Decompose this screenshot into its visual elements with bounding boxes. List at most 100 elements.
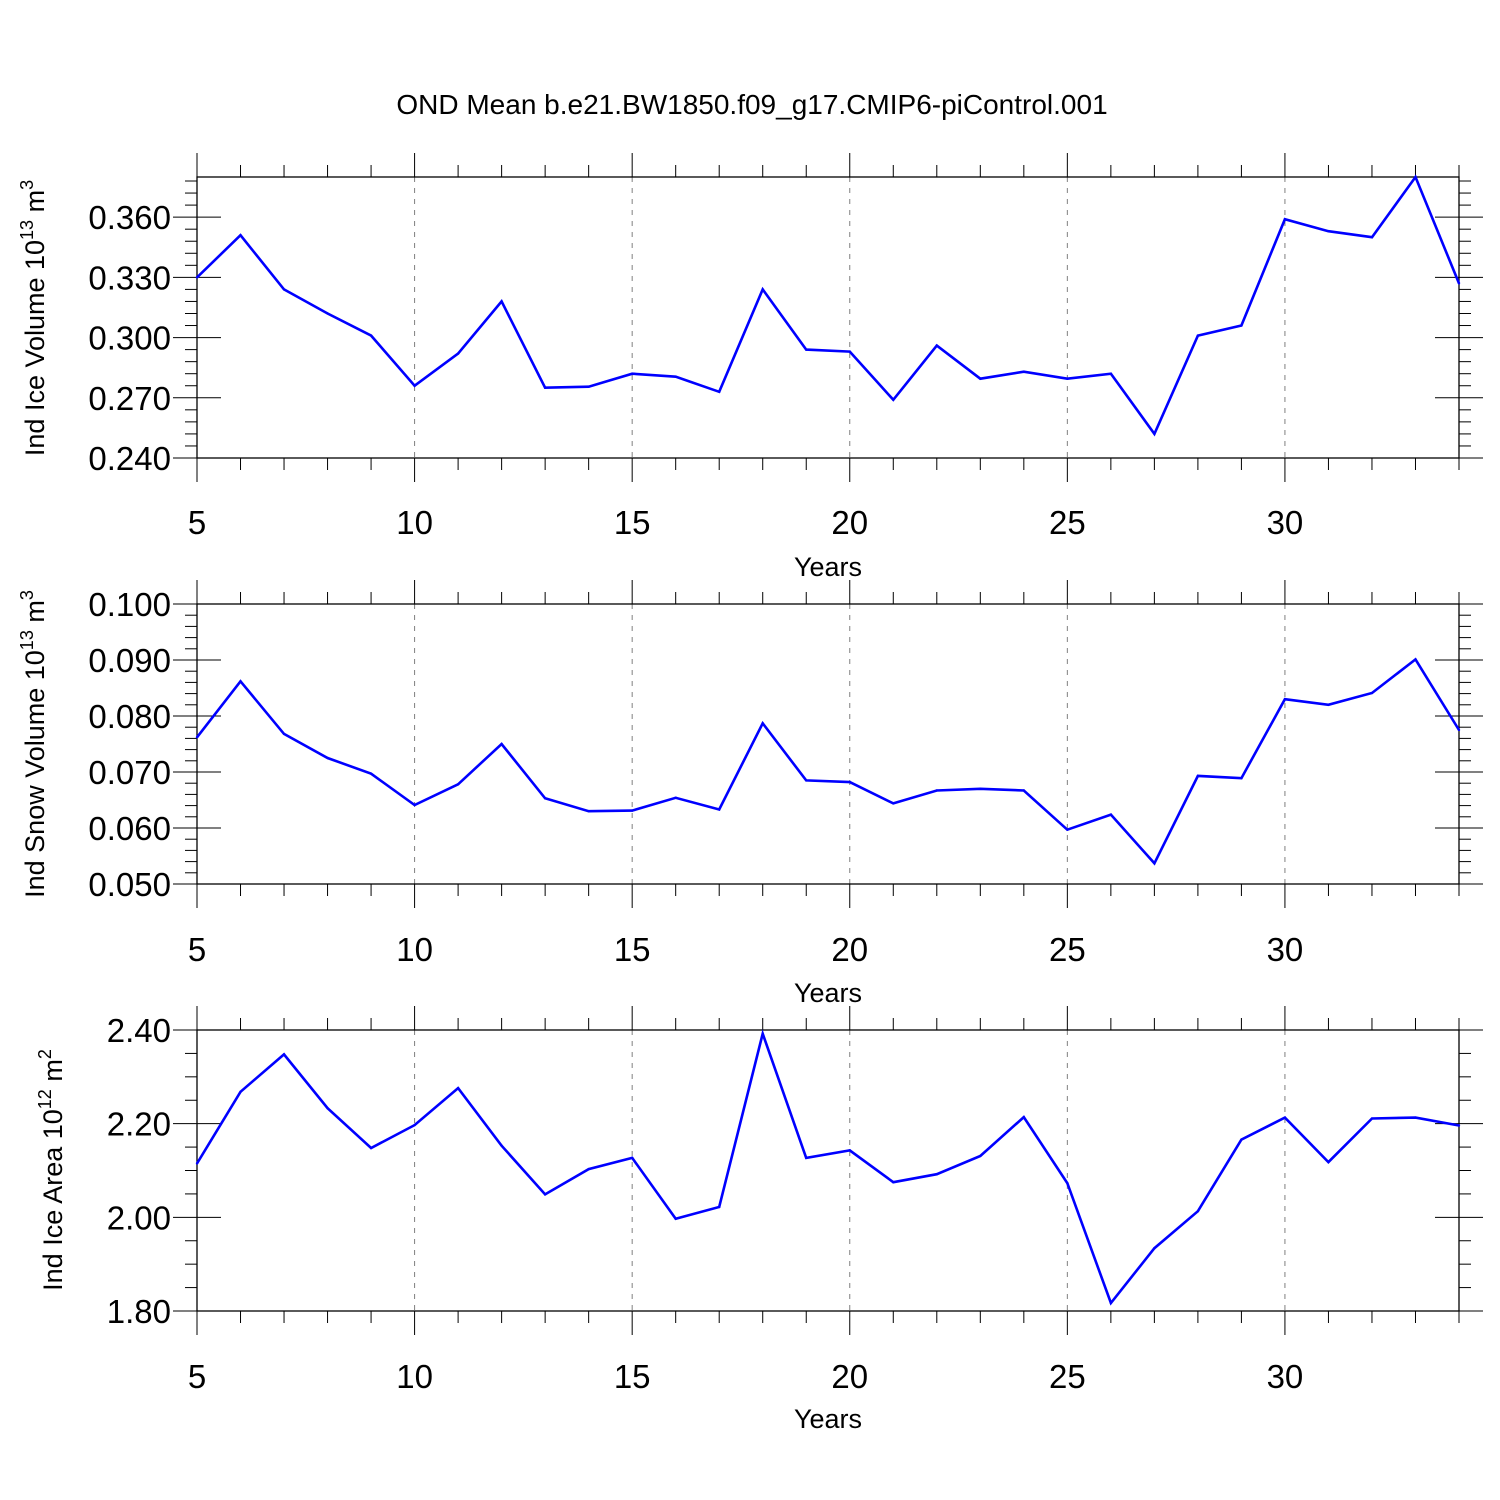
data-point <box>413 384 416 387</box>
data-point <box>1022 370 1026 373</box>
y-axis-label: Ind Snow Volume 1013 m3 <box>17 590 50 898</box>
x-tick-label: 25 <box>1049 1358 1086 1395</box>
data-point <box>761 288 764 291</box>
data-point <box>979 377 982 380</box>
y-tick-label: 0.270 <box>88 380 171 417</box>
data-point <box>1196 1210 1200 1213</box>
data-point <box>587 385 590 388</box>
data-point <box>1109 372 1113 375</box>
y-axis-label: Ind Ice Volume 1013 m3 <box>17 180 50 456</box>
data-point <box>1370 1117 1374 1120</box>
x-tick-label: 5 <box>188 1358 206 1395</box>
x-tick-label: 20 <box>831 504 868 541</box>
data-point <box>413 803 416 807</box>
y-tick-label: 2.40 <box>107 1012 171 1049</box>
panel-2: 0.050 0.060 0.070 0.080 0.090 0.100 5 10 15 20 25 3… <box>17 580 1483 1008</box>
data-point <box>1066 1181 1069 1185</box>
data-point <box>848 1149 851 1152</box>
data-point <box>935 344 938 347</box>
data-point <box>1153 1247 1156 1250</box>
data-point <box>1283 1116 1287 1119</box>
panel-1: 0.240 0.270 0.300 0.330 0.360 5 10 15 20 25 30 Year… <box>17 153 1483 582</box>
data-point <box>848 780 851 784</box>
x-tick-label: 25 <box>1049 504 1086 541</box>
data-point <box>1457 728 1461 732</box>
panel-3: 1.80 2.00 2.20 2.40 5 10 15 20 25 30 Years Ind Ice … <box>35 1006 1483 1434</box>
chart-title: OND Mean b.e21.BW1850.f09_g17.CMIP6-piCo… <box>396 89 1107 120</box>
y-tick-label: 2.20 <box>107 1106 171 1143</box>
data-point <box>935 789 938 792</box>
data-point <box>1196 334 1200 337</box>
data-point <box>369 334 373 337</box>
data-point <box>1457 282 1461 285</box>
data-point <box>239 1090 242 1094</box>
x-tick-label: 20 <box>831 1358 868 1395</box>
data-point <box>761 1032 764 1035</box>
data-point <box>587 810 590 813</box>
data-point <box>326 312 329 315</box>
y-tick-label: 0.330 <box>88 259 171 296</box>
x-axis-label: Years <box>794 1404 862 1434</box>
data-point <box>1109 813 1113 816</box>
data-point <box>282 732 286 736</box>
data-point <box>718 1205 721 1209</box>
data-point <box>1370 236 1374 239</box>
data-point <box>456 352 460 355</box>
x-tick-label: 10 <box>396 504 433 541</box>
data-point <box>979 1154 982 1158</box>
y-tick-label: 0.300 <box>88 320 171 357</box>
data-point <box>413 1123 416 1127</box>
data-point <box>369 1146 373 1150</box>
data-point <box>892 398 895 401</box>
series-line <box>195 1029 1460 1306</box>
data-point <box>1414 1116 1417 1119</box>
data-point <box>805 348 808 351</box>
data-point <box>674 375 677 378</box>
y-axis-label: Ind Ice Area 1012 m2 <box>35 1049 68 1291</box>
data-point <box>282 1053 286 1056</box>
data-point <box>1327 229 1330 233</box>
data-point <box>1240 776 1243 780</box>
x-tick-label: 20 <box>831 931 868 968</box>
data-point <box>1066 377 1069 380</box>
data-point <box>456 1086 460 1090</box>
data-point <box>761 722 764 725</box>
x-tick-label: 15 <box>614 504 651 541</box>
x-tick-label: 10 <box>396 1358 433 1395</box>
series-line <box>195 657 1461 866</box>
data-point <box>630 1156 634 1160</box>
data-point <box>1327 703 1330 706</box>
x-tick-label: 5 <box>188 931 206 968</box>
data-point <box>282 288 286 291</box>
x-axis-label: Years <box>794 552 862 582</box>
x-tick-label: 25 <box>1049 931 1086 968</box>
data-point <box>892 802 895 805</box>
data-point <box>674 796 677 799</box>
data-point <box>718 808 721 811</box>
data-point <box>500 1144 503 1147</box>
data-point <box>326 1107 329 1110</box>
data-point <box>1283 217 1287 221</box>
data-point <box>1414 175 1417 179</box>
data-point <box>630 372 634 375</box>
data-point <box>935 1173 938 1176</box>
data-point <box>543 1193 547 1196</box>
data-point <box>1240 324 1243 327</box>
y-tick-label: 0.060 <box>88 810 171 847</box>
x-tick-label: 10 <box>396 931 433 968</box>
series-line <box>196 174 1461 437</box>
y-tick-label: 0.080 <box>88 698 171 735</box>
data-point <box>543 386 547 389</box>
y-tick-label: 0.100 <box>88 586 171 623</box>
x-tick-label: 30 <box>1267 931 1304 968</box>
x-axis-label: Years <box>794 978 862 1008</box>
data-point <box>1370 691 1374 695</box>
data-point <box>892 1181 895 1184</box>
x-tick-label: 5 <box>188 504 206 541</box>
data-point <box>587 1167 590 1171</box>
data-point <box>1022 789 1026 792</box>
data-point <box>326 756 329 760</box>
y-tick-label: 0.090 <box>88 642 171 679</box>
data-point <box>805 1156 808 1160</box>
